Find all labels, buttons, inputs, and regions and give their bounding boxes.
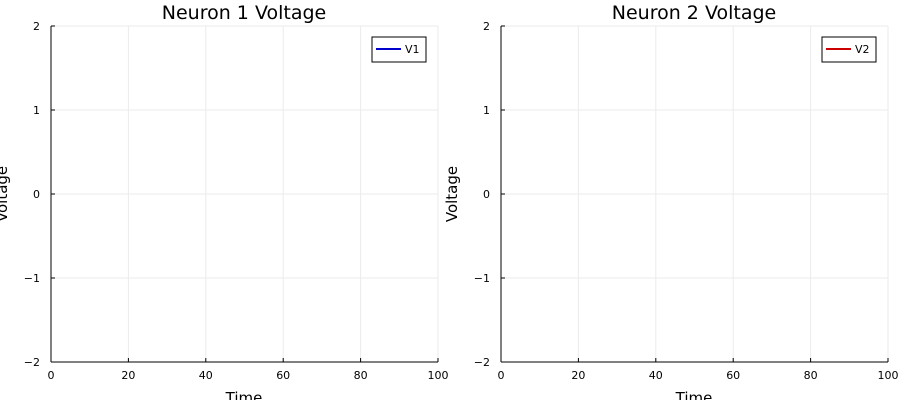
x-tick-label: 20 — [121, 369, 135, 382]
chart-title: Neuron 1 Voltage — [162, 2, 326, 24]
x-tick-label: 20 — [571, 369, 585, 382]
x-tick-label: 0 — [498, 369, 505, 382]
chart-panel-neuron-2: Neuron 2 Voltage 0 20 40 60 80 100 −2 −1 0 1 2 Ti… — [443, 2, 899, 400]
x-tick-label: 60 — [726, 369, 740, 382]
x-tick-label: 100 — [428, 369, 449, 382]
y-tick-labels: −2 −1 0 1 2 — [24, 20, 40, 369]
x-tick-label: 80 — [804, 369, 818, 382]
y-tick-label: −2 — [24, 356, 40, 369]
y-tick-label: 0 — [483, 188, 490, 201]
x-tick-label: 40 — [649, 369, 663, 382]
y-tick-label: −2 — [474, 356, 490, 369]
x-tick-label: 80 — [354, 369, 368, 382]
y-tick-label: 2 — [33, 20, 40, 33]
y-tick-labels: −2 −1 0 1 2 — [474, 20, 490, 369]
y-tick-label: 1 — [33, 104, 40, 117]
chart-panel-neuron-1: Neuron 1 Voltage 0 20 40 60 80 100 −2 −1 0 1 2 Ti… — [0, 2, 449, 400]
chart-title: Neuron 2 Voltage — [612, 2, 776, 24]
y-tick-label: 1 — [483, 104, 490, 117]
grid — [500, 25, 889, 363]
x-tick-label: 100 — [878, 369, 899, 382]
y-axis-label: Voltage — [0, 166, 11, 222]
legend: V1 — [371, 36, 427, 63]
x-tick-label: 0 — [48, 369, 55, 382]
y-axis-label: Voltage — [443, 166, 461, 222]
x-tick-labels: 0 20 40 60 80 100 — [498, 369, 899, 382]
grid — [50, 25, 439, 363]
y-tick-label: −1 — [474, 272, 490, 285]
y-tick-label: 0 — [33, 188, 40, 201]
legend: V2 — [821, 36, 877, 63]
legend-label-v2: V2 — [855, 43, 870, 56]
x-tick-label: 60 — [276, 369, 290, 382]
y-tick-label: −1 — [24, 272, 40, 285]
x-axis-label: Time — [675, 389, 713, 400]
y-tick-label: 2 — [483, 20, 490, 33]
x-tick-labels: 0 20 40 60 80 100 — [48, 369, 449, 382]
x-axis-label: Time — [225, 389, 263, 400]
legend-label-v1: V1 — [405, 43, 420, 56]
x-tick-label: 40 — [199, 369, 213, 382]
